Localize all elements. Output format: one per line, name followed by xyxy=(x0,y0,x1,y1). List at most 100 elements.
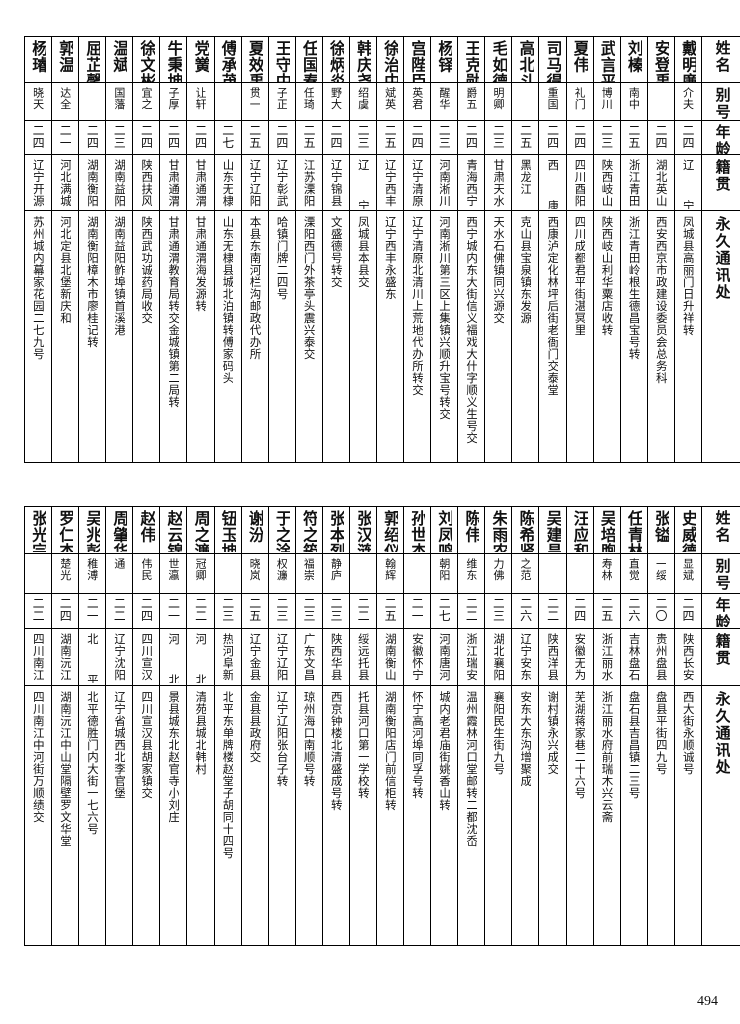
age-text: 二〇 xyxy=(654,596,667,622)
age-text: 二四 xyxy=(194,124,207,149)
cell-alias: 重国 xyxy=(538,82,567,121)
cell-origin: 河 北 xyxy=(186,627,215,687)
origin-text: 辽宁辽阳 xyxy=(248,159,261,207)
cell-address: 甘肃通渭海发源转 xyxy=(186,210,215,463)
cell-alias: 子厚 xyxy=(159,82,188,121)
age-text: 二四 xyxy=(167,124,180,149)
alias-text: 贯一 xyxy=(249,87,261,110)
cell-age: 二四 xyxy=(673,592,702,629)
cell-alias: 明卿 xyxy=(484,82,513,121)
name-text: 符之筠 xyxy=(300,510,317,552)
origin-text: 辽宁安东 xyxy=(519,632,532,681)
alias-text: 权濂 xyxy=(276,558,288,582)
alias-text: 晓天 xyxy=(32,87,44,110)
cell-age: 二五 xyxy=(240,120,269,155)
name-text: 徐治中 xyxy=(381,40,399,82)
alias-text: 子正 xyxy=(276,87,288,110)
cell-origin: 热河阜新 xyxy=(213,627,242,687)
cell-origin: 河南淅川 xyxy=(430,154,459,211)
cell-address: 溧阳西门外茶亭头震兴泰交 xyxy=(294,210,323,463)
cell-origin: 绥远托县 xyxy=(348,627,378,687)
alias-text: 重国 xyxy=(546,87,559,110)
address-text: 谢村镇永兴成交 xyxy=(546,691,559,776)
alias-text: 楚光 xyxy=(59,558,71,582)
address-text: 凤城县本县交 xyxy=(357,216,369,288)
cell-name: 傅承茂 xyxy=(213,36,242,83)
origin-text: 辽 宁 xyxy=(682,159,694,209)
age-text: 二二 xyxy=(31,596,45,622)
cell-origin: 河南唐河 xyxy=(430,627,459,687)
origin-text: 甘肃通渭 xyxy=(194,159,207,207)
cell-alias: 醒华 xyxy=(430,82,459,121)
cell-age: 二三 xyxy=(484,120,513,155)
origin-text: 陕西华县 xyxy=(330,632,342,681)
cell-origin: 辽宁西丰 xyxy=(376,154,405,211)
cell-name: 罗仁杰 xyxy=(51,505,80,555)
cell-origin: 湖北英山 xyxy=(646,154,675,211)
name-text: 戴明廉 xyxy=(679,40,697,82)
alias-text: 南中 xyxy=(628,87,640,110)
cell-alias: 南中 xyxy=(619,82,648,121)
cell-age: 二三 xyxy=(294,592,323,629)
age-text: 二三 xyxy=(221,596,234,622)
cell-age: 二二 xyxy=(105,592,134,629)
cell-origin: 黑龙江 xyxy=(511,154,540,211)
cell-origin: 江苏溧阳 xyxy=(294,154,323,211)
cell-alias: 冠卿 xyxy=(186,553,215,594)
cell-age: 二三 xyxy=(430,120,459,155)
age-text: 二四 xyxy=(681,596,695,622)
cell-address: 四川成都君平街湛冥里 xyxy=(565,210,594,463)
cell-name: 高北斗 xyxy=(511,36,540,83)
age-text: 二二 xyxy=(546,596,559,622)
alias-text: 寿林 xyxy=(601,558,613,582)
row-label-text: 永久通讯处 xyxy=(714,691,730,777)
cell-alias xyxy=(511,82,540,121)
cell-origin: 甘肃天水 xyxy=(484,154,513,211)
cell-alias: 英君 xyxy=(403,82,432,121)
cell-alias: 一绥 xyxy=(646,553,675,594)
origin-text: 四川宣汉 xyxy=(140,632,153,681)
cell-origin: 甘肃通渭 xyxy=(186,154,215,211)
cell-address: 襄阳民生街九号 xyxy=(484,685,513,946)
address-text: 甘肃通渭海发源转 xyxy=(194,216,207,312)
row-label-text: 籍贯 xyxy=(714,632,730,667)
address-text: 天水石佛镇同兴源交 xyxy=(492,216,505,324)
alias-text: 让轩 xyxy=(194,87,207,110)
cell-name: 钮玉坤 xyxy=(213,505,242,555)
age-text: 二三 xyxy=(492,596,505,622)
cell-origin: 辽 宁 xyxy=(673,154,702,211)
origin-text: 热河阜新 xyxy=(221,632,234,681)
cell-origin: 河 北 xyxy=(159,627,188,687)
origin-text: 河 北 xyxy=(194,632,207,683)
cell-name: 刘榛 xyxy=(619,36,648,83)
cell-name: 吴兆彭 xyxy=(78,505,107,555)
cell-age: 二四 xyxy=(673,120,702,155)
age-text: 二四 xyxy=(681,124,695,149)
cell-name: 宫陛臣 xyxy=(403,36,432,83)
name-text: 任国春 xyxy=(300,40,317,82)
age-text: 二四 xyxy=(31,124,45,149)
table-row-alias: 楚光 稚溥 通 伟民 世瀛 冠卿 晓岚 权濂 福崇 静庐 翰辉 朝阳 维东 力佛 之范 寿林 直觉 一绥 显斌 别号 xyxy=(23,553,740,594)
cell-age: 二五 xyxy=(592,592,621,629)
alias-text: 朝阳 xyxy=(438,558,450,582)
cell-origin: 陕西扶风 xyxy=(132,154,161,211)
origin-text: 甘肃通渭 xyxy=(167,159,180,207)
cell-alias: 介夫 xyxy=(673,82,702,121)
cell-origin: 浙江青田 xyxy=(619,154,648,211)
table-row-origin: 辽宁开源 河北满城 湖南衡阳 湖南益阳 陕西扶风 甘肃通渭 甘肃通渭 山东无棣 辽宁辽阳 辽宁彰武… xyxy=(23,154,740,211)
cell-name: 郭温 xyxy=(51,36,80,83)
alias-text: 通 xyxy=(113,558,125,570)
cell-age: 二七 xyxy=(213,120,242,155)
cell-age: 二三 xyxy=(321,592,350,629)
origin-text: 甘肃天水 xyxy=(492,159,505,207)
address-text: 清苑县城北韩村 xyxy=(194,691,207,776)
cell-address: 文盛德号转交 xyxy=(321,210,350,463)
cell-alias: 宜之 xyxy=(132,82,161,121)
cell-origin: 辽宁彰武 xyxy=(267,154,296,211)
cell-name: 杨铎 xyxy=(430,36,459,83)
name-text: 屈芷馨 xyxy=(84,40,101,82)
cell-name: 武言平 xyxy=(592,36,621,83)
table-row-age: 二二 二四 二一 二二 二四 二一 二二 二三 二五 二三 二三 二三 二二 二五 二一 二七 二二 二三 二六 二二… xyxy=(23,592,740,629)
age-text: 二五 xyxy=(383,124,397,149)
cell-origin: 湖南衡阳 xyxy=(78,154,107,211)
